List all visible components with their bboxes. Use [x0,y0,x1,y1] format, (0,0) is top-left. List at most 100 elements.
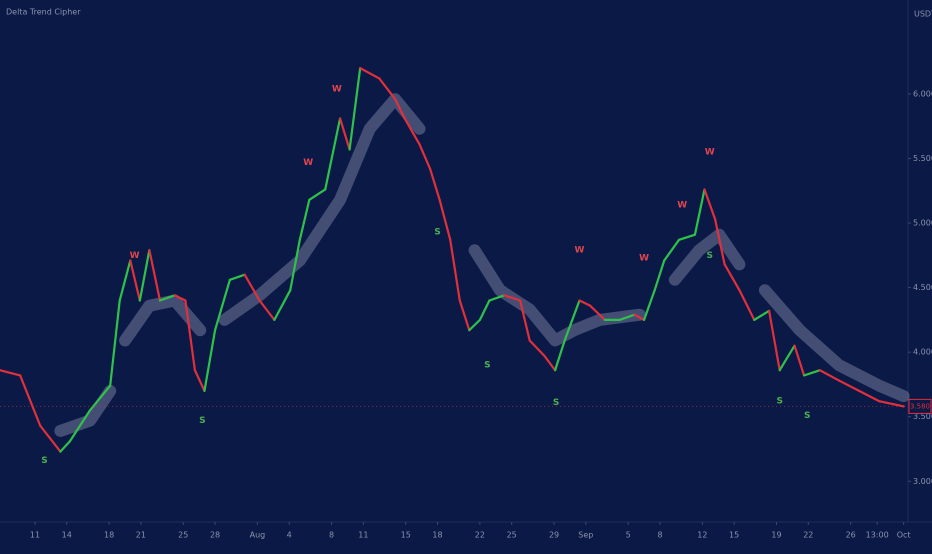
x-tick-label: 4 [287,531,292,540]
price-segment [488,294,506,302]
price-segment [348,67,362,151]
price-segment [289,238,301,292]
x-tick-label: 25 [178,531,188,540]
y-tick-label: 5.500 [913,154,932,163]
x-tick-label: 5 [626,531,631,540]
x-tick-label: 15 [729,531,739,540]
price-segment [68,409,92,443]
chart-title: Delta Trend Cipher [6,8,81,17]
price-segment [588,304,607,321]
price-segment [723,263,741,292]
unit-label: USDT [914,10,932,19]
x-tick-label: 22 [475,531,485,540]
x-tick-label: 15 [401,531,411,540]
price-segment [243,273,261,302]
signal-label: W [575,246,585,256]
price-segment [837,379,861,392]
signal-label: W [639,253,649,263]
price-segment [642,289,656,321]
price-segment [543,354,557,372]
x-tick-label: 29 [549,531,559,540]
x-tick-label: 22 [803,531,813,540]
price-segment [338,117,351,151]
y-tick-label: 6.000 [913,89,932,98]
price-segment [258,299,276,321]
price-segment [429,167,441,201]
x-tick-label: 12 [697,531,707,540]
price-segment [228,273,246,281]
price-segment [768,309,781,372]
y-tick-label: 4.500 [913,283,932,292]
price-segment [738,289,756,321]
price-segment [458,299,471,332]
x-tick-label: 19 [771,531,781,540]
price-segment [713,218,726,266]
x-tick-label: 25 [507,531,517,540]
price-segment [39,424,62,453]
price-segment [129,259,141,302]
x-tick-label: 18 [104,531,114,540]
x-tick-label: 13:00 [866,531,889,540]
y-tick-label: 5.000 [913,219,932,228]
price-segment [778,344,796,372]
ribbon [54,93,910,437]
signal-label: W [303,158,313,168]
price-segment [878,400,905,408]
price-segment [213,278,231,332]
price-segment [858,389,881,403]
price-segment [633,313,646,321]
signal-label: S [804,411,810,421]
price-segment [193,369,206,392]
signal-label: W [332,84,342,94]
price-segment [418,143,432,170]
y-tick-label: 3.000 [913,477,932,486]
signal-label: S [776,397,782,407]
price-segment [449,238,461,302]
price-segment [19,374,42,427]
price-segment [818,369,841,382]
x-tick-label: Sep [578,531,593,540]
price-segment [503,294,522,302]
last-price-label: 3.580 [910,402,930,410]
x-tick-label: 28 [210,531,220,540]
price-segment [653,259,666,292]
price-segment [438,198,452,241]
x-tick-label: Oct [897,531,911,540]
price-segment [273,289,292,321]
price-segment [173,294,187,302]
price-segment [403,117,421,146]
price-segment [519,299,531,342]
price-segment [88,384,112,412]
price-segment [308,188,327,201]
signal-label: W [705,148,715,158]
price-segment [478,299,491,321]
price-segment [563,299,581,342]
price-segment [203,329,217,392]
price-segment [109,299,121,387]
price-segment [693,188,706,236]
x-tick-label: Aug [250,531,266,540]
price-segment [298,198,311,241]
x-tick-label: 18 [432,531,442,540]
price-segment [394,97,406,120]
price-segment [703,188,717,221]
signal-label: S [199,416,205,426]
x-tick-label: 21 [136,531,146,540]
price-segment [148,249,162,302]
signal-label: W [677,200,687,210]
signal-label: S [41,456,47,466]
price-segment [378,77,397,101]
price-segment [468,318,481,332]
price-segment [578,299,592,307]
price-segment [184,299,197,372]
price-segment [359,67,381,80]
y-tick-label: 3.500 [913,412,932,421]
price-segment [677,233,697,241]
price-segment [324,117,342,191]
price-segment [663,238,681,262]
signal-label: S [434,228,440,238]
x-tick-label: 8 [329,531,334,540]
